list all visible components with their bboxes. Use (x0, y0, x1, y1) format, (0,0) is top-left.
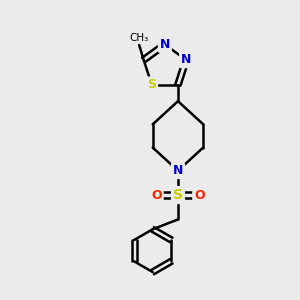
Text: O: O (194, 189, 205, 202)
Text: N: N (181, 53, 191, 66)
Text: O: O (151, 189, 162, 202)
Text: CH₃: CH₃ (130, 33, 149, 43)
Text: S: S (147, 78, 156, 91)
Text: N: N (173, 164, 183, 177)
Text: S: S (173, 188, 183, 202)
Text: N: N (160, 38, 170, 51)
